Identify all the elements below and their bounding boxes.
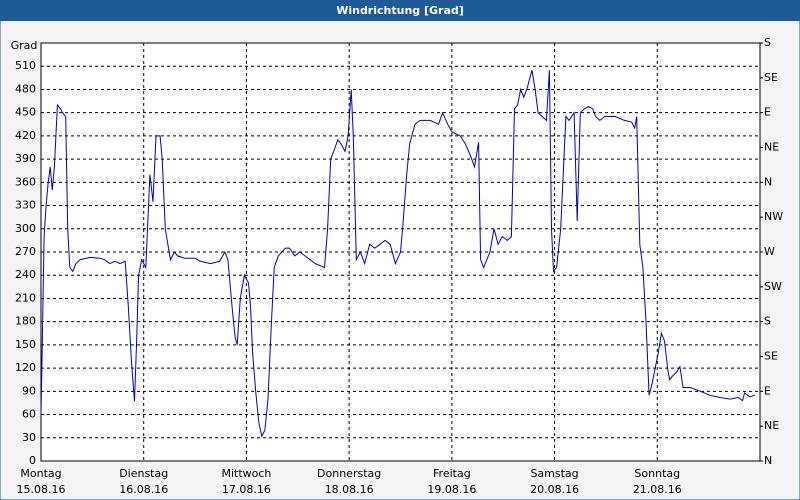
x-tick-label: Samstag — [530, 467, 578, 480]
y-tick-label: 210 — [15, 291, 36, 304]
y2-tick-label: SW — [764, 280, 782, 293]
y2-tick-label: S — [764, 315, 771, 328]
y2-tick-label: NE — [764, 141, 779, 154]
y-tick-label: 180 — [15, 315, 36, 328]
x-tick-label: Dienstag — [119, 467, 168, 480]
y-tick-label: 30 — [22, 431, 36, 444]
x-tick-sublabel: 19.08.16 — [427, 483, 476, 496]
y2-tick-label: SE — [764, 350, 778, 363]
y-tick-label: 510 — [15, 59, 36, 72]
y2-tick-label: NW — [764, 210, 783, 223]
y-tick-label: 420 — [15, 129, 36, 142]
chart-title: Windrichtung [Grad] — [336, 4, 464, 17]
y2-tick-label: W — [764, 245, 775, 258]
x-tick-sublabel: 16.08.16 — [119, 483, 168, 496]
y2-tick-label: NE — [764, 419, 779, 432]
y-tick-label: 120 — [15, 361, 36, 374]
y-tick-label: 360 — [15, 175, 36, 188]
y-axis-label: Grad — [11, 39, 38, 52]
y2-tick-label: SE — [764, 71, 778, 84]
x-tick-label: Donnerstag — [317, 467, 381, 480]
x-tick-sublabel: 18.08.16 — [325, 483, 374, 496]
y2-tick-label: E — [764, 384, 771, 397]
y-tick-label: 150 — [15, 338, 36, 351]
y2-tick-label: N — [764, 175, 772, 188]
y-tick-label: 270 — [15, 245, 36, 258]
y-tick-label: 240 — [15, 268, 36, 281]
y-tick-label: 480 — [15, 82, 36, 95]
data-line — [40, 69, 756, 438]
y-tick-label: 0 — [29, 454, 36, 467]
y2-tick-label: S — [764, 36, 771, 49]
x-tick-sublabel: 21.08.16 — [633, 483, 682, 496]
title-bar — [0, 0, 800, 21]
y2-tick-label: E — [764, 106, 771, 119]
y2-tick-label: N — [764, 454, 772, 467]
y-tick-label: 330 — [15, 199, 36, 212]
x-tick-sublabel: 20.08.16 — [530, 483, 579, 496]
x-tick-label: Freitag — [433, 467, 471, 480]
x-tick-label: Montag — [20, 467, 61, 480]
x-tick-sublabel: 15.08.16 — [17, 483, 66, 496]
y-tick-label: 390 — [15, 152, 36, 165]
y-tick-label: 450 — [15, 106, 36, 119]
y-tick-label: 60 — [22, 408, 36, 421]
y-tick-label: 300 — [15, 222, 36, 235]
x-tick-label: Mittwoch — [221, 467, 271, 480]
y-tick-label: 90 — [22, 384, 36, 397]
x-tick-sublabel: 17.08.16 — [222, 483, 271, 496]
x-tick-label: Sonntag — [634, 467, 680, 480]
